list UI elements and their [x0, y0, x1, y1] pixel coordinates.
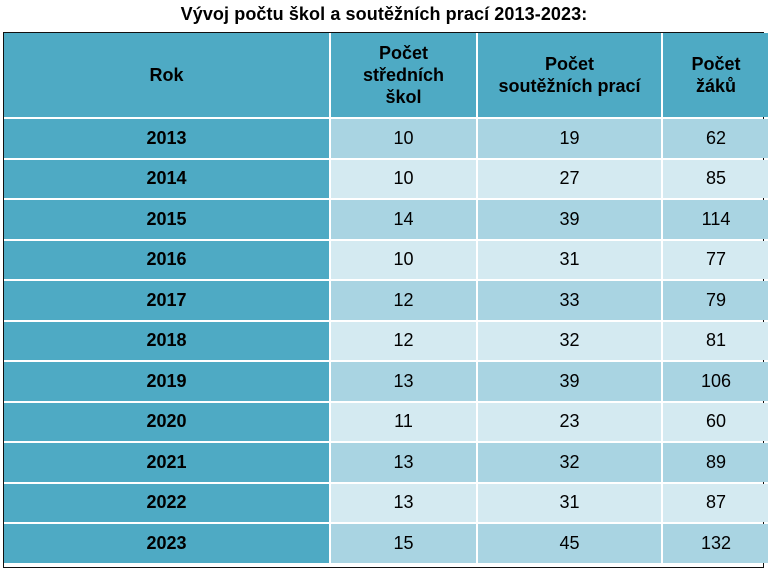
cell-pocet-skol: 12	[331, 321, 476, 360]
header-pocet-skol: Počet středních škol	[331, 33, 476, 117]
cell-rok: 2020	[4, 402, 329, 441]
cell-rok: 2023	[4, 524, 329, 563]
data-table: Rok Počet středních škol Počet soutěžníc…	[3, 32, 768, 568]
header-pocet-zaku: Počet žáků	[663, 33, 768, 117]
cell-pocet-praci: 33	[478, 281, 661, 320]
cell-pocet-zaku: 87	[663, 483, 768, 522]
header-pocet-praci-line1: Počet	[544, 54, 595, 74]
cell-pocet-skol: 13	[331, 443, 476, 482]
cell-pocet-praci: 31	[478, 483, 661, 522]
cell-pocet-praci: 31	[478, 240, 661, 279]
cell-pocet-zaku: 77	[663, 240, 768, 279]
cell-pocet-skol: 10	[331, 119, 476, 158]
cell-pocet-skol: 15	[331, 524, 476, 563]
cell-pocet-zaku: 132	[663, 524, 768, 563]
cell-pocet-praci: 19	[478, 119, 661, 158]
cell-rok: 2015	[4, 200, 329, 239]
cell-pocet-praci: 39	[478, 362, 661, 401]
cell-pocet-zaku: 114	[663, 200, 768, 239]
cell-pocet-skol: 14	[331, 200, 476, 239]
header-pocet-praci-line2: soutěžních prací	[498, 76, 641, 96]
cell-pocet-praci: 39	[478, 200, 661, 239]
cell-pocet-skol: 11	[331, 402, 476, 441]
cell-rok: 2021	[4, 443, 329, 482]
cell-pocet-zaku: 81	[663, 321, 768, 360]
cell-rok: 2022	[4, 483, 329, 522]
cell-pocet-praci: 32	[478, 321, 661, 360]
cell-pocet-praci: 23	[478, 402, 661, 441]
header-rok: Rok	[4, 33, 329, 117]
header-pocet-zaku-line2: žáků	[695, 76, 737, 96]
header-pocet-skol-line1: Počet	[378, 43, 429, 63]
cell-pocet-zaku: 62	[663, 119, 768, 158]
header-pocet-zaku-line1: Počet	[691, 54, 741, 74]
table-grid: Rok Počet středních škol Počet soutěžníc…	[4, 33, 768, 567]
cell-rok: 2019	[4, 362, 329, 401]
cell-pocet-zaku: 89	[663, 443, 768, 482]
table-title: Vývoj počtu škol a soutěžních prací 2013…	[180, 4, 588, 24]
cell-rok: 2014	[4, 159, 329, 198]
header-pocet-skol-line2: středních	[362, 65, 445, 85]
cell-pocet-skol: 10	[331, 240, 476, 279]
cell-pocet-zaku: 106	[663, 362, 768, 401]
cell-pocet-skol: 12	[331, 281, 476, 320]
cell-rok: 2016	[4, 240, 329, 279]
cell-pocet-praci: 45	[478, 524, 661, 563]
cell-pocet-zaku: 79	[663, 281, 768, 320]
cell-pocet-skol: 13	[331, 362, 476, 401]
cell-pocet-praci: 32	[478, 443, 661, 482]
cell-pocet-skol: 13	[331, 483, 476, 522]
cell-pocet-zaku: 85	[663, 159, 768, 198]
cell-rok: 2018	[4, 321, 329, 360]
cell-pocet-skol: 10	[331, 159, 476, 198]
cell-rok: 2017	[4, 281, 329, 320]
header-pocet-skol-line3: škol	[385, 87, 422, 107]
header-pocet-praci: Počet soutěžních prací	[478, 33, 661, 117]
cell-rok: 2013	[4, 119, 329, 158]
cell-pocet-zaku: 60	[663, 402, 768, 441]
cell-pocet-praci: 27	[478, 159, 661, 198]
